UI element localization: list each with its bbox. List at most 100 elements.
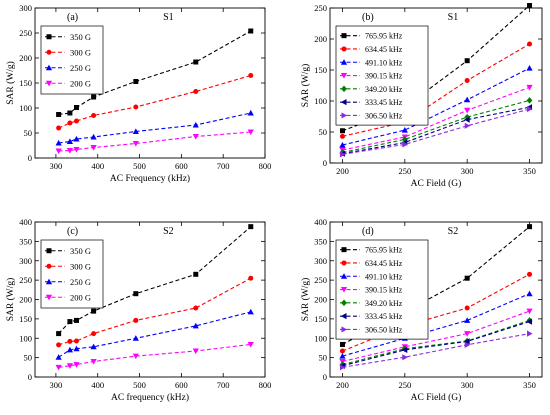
data-point <box>247 109 254 116</box>
series-line <box>58 112 251 144</box>
y-tick-label: 100 <box>314 96 327 106</box>
legend-label: 349.20 kHz <box>365 299 403 308</box>
data-point <box>132 335 139 341</box>
y-axis-label: SAR (W/g) <box>300 278 311 322</box>
data-point <box>73 105 79 110</box>
legend-marker <box>340 313 347 320</box>
panel-label: (d) <box>362 226 374 237</box>
series-line <box>342 43 530 137</box>
data-point <box>193 59 199 65</box>
data-point <box>73 362 80 368</box>
x-tick-label: 800 <box>259 380 272 390</box>
y-tick-label: 150 <box>19 78 32 88</box>
legend-marker <box>46 248 52 254</box>
legend-marker <box>340 73 348 79</box>
data-point <box>132 128 139 134</box>
data-point <box>66 363 73 369</box>
x-tick-label: 400 <box>91 380 104 390</box>
panel-title: S1 <box>163 12 174 23</box>
y-tick-label: 200 <box>314 34 327 44</box>
legend-marker <box>46 263 52 269</box>
data-point <box>464 338 470 345</box>
legend-label: 306.50 kHz <box>365 111 403 120</box>
data-point <box>132 353 139 360</box>
y-tick-label: 250 <box>19 275 32 285</box>
plot-frame <box>329 7 543 164</box>
data-point <box>339 128 345 134</box>
x-tick-label: 300 <box>50 380 63 390</box>
data-point <box>55 354 62 360</box>
data-point <box>193 89 199 94</box>
data-point <box>67 110 73 116</box>
panel-title: S2 <box>163 226 174 237</box>
x-axis-label: AC Field (G) <box>411 392 462 403</box>
data-point <box>339 364 346 371</box>
series-line <box>342 293 530 357</box>
data-point <box>464 341 471 348</box>
x-tick-label: 600 <box>175 161 188 171</box>
data-point <box>248 224 254 230</box>
data-point <box>192 134 199 140</box>
x-tick-label: 350 <box>523 166 536 176</box>
legend-label: 491.10 kHz <box>365 272 403 281</box>
legend-label: 349.20 kHz <box>365 85 403 94</box>
panel-label: (c) <box>67 226 78 237</box>
y-tick-label: 350 <box>314 236 327 246</box>
legend-marker <box>340 99 347 106</box>
legend-marker <box>341 260 347 266</box>
y-tick-label: 200 <box>19 53 32 63</box>
series-line <box>342 86 530 151</box>
legend-marker <box>46 34 52 40</box>
x-tick-label: 600 <box>175 380 188 390</box>
y-tick-label: 250 <box>314 3 327 13</box>
legend-label: 390.15 kHz <box>365 286 403 295</box>
legend-marker <box>45 64 53 71</box>
data-point <box>133 291 139 297</box>
data-point <box>464 58 470 64</box>
x-tick-label: 200 <box>336 166 349 176</box>
data-point <box>464 331 471 337</box>
y-tick-label: 0 <box>323 372 327 382</box>
data-point <box>464 275 470 281</box>
legend-label: 250 G <box>70 63 91 73</box>
data-point <box>527 330 533 337</box>
data-point <box>526 84 533 91</box>
legend-label: 250 G <box>70 277 91 287</box>
legend-box <box>335 239 429 340</box>
data-point <box>464 305 470 311</box>
series-line <box>342 321 530 367</box>
legend-marker <box>340 273 348 279</box>
legend-marker <box>340 287 348 293</box>
y-tick-label: 250 <box>314 275 327 285</box>
data-point <box>527 105 533 113</box>
data-point <box>527 224 533 230</box>
data-point <box>192 348 199 355</box>
y-tick-label: 300 <box>314 256 327 266</box>
y-tick-label: 50 <box>24 128 33 138</box>
x-tick-label: 350 <box>523 380 536 390</box>
y-axis-label: SAR (W/g) <box>5 61 16 105</box>
data-point <box>91 308 97 314</box>
data-point <box>526 65 533 71</box>
y-tick-label: 100 <box>19 103 32 113</box>
x-tick-label: 700 <box>217 380 230 390</box>
legend-label: 350 G <box>70 246 91 256</box>
data-point <box>526 318 533 325</box>
data-point <box>67 338 73 344</box>
data-point <box>527 271 533 277</box>
legend-label: 634.45 kHz <box>365 259 403 268</box>
series-line <box>342 67 530 146</box>
chart-panel-2: 300 400 500 600 700 800 0 50 100 150 200 250 300 350 4… <box>5 217 271 403</box>
legend-marker <box>46 49 52 55</box>
data-point <box>402 141 408 148</box>
x-tick-label: 400 <box>91 161 104 171</box>
data-point <box>91 331 97 337</box>
data-point <box>527 41 533 47</box>
legend-marker <box>340 59 348 65</box>
legend-label: 200 G <box>70 78 91 88</box>
data-point <box>464 116 470 123</box>
data-point <box>339 352 346 359</box>
data-point <box>247 341 254 348</box>
data-point <box>193 305 199 311</box>
